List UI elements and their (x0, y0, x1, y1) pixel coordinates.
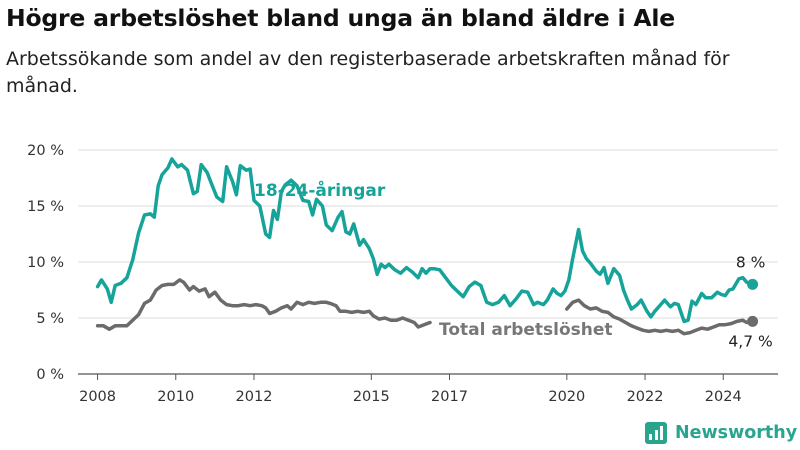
y-tick-label: 0 % (36, 367, 64, 383)
x-tick-label: 2008 (79, 389, 116, 405)
series-end-point-0 (747, 278, 759, 290)
series-line-0 (95, 157, 755, 324)
x-tick-label: 2024 (705, 389, 742, 405)
series-end-point-1 (747, 315, 759, 327)
y-tick-label: 20 % (27, 143, 64, 159)
chart-title: Högre arbetslöshet bland unga än bland ä… (6, 4, 675, 32)
y-tick-label: 5 % (36, 311, 64, 327)
x-tick-label: 2022 (627, 389, 664, 405)
x-tick-label: 2012 (236, 389, 273, 405)
series-label-18-24: 18-24-åringar (254, 179, 386, 201)
series-label-total: Total arbetslöshet (439, 320, 613, 340)
brand-logo: Newsworthy (645, 420, 797, 446)
x-tick-label: 2015 (353, 389, 390, 405)
x-tick-label: 2017 (431, 389, 468, 405)
end-value-label-18-24: 8 % (736, 253, 766, 271)
chart-subtitle: Arbetssökande som andel av den registerb… (6, 48, 730, 97)
y-tick-label: 10 % (27, 255, 64, 271)
brand-name: Newsworthy (675, 423, 798, 443)
y-tick-label: 15 % (27, 199, 64, 215)
x-tick-label: 2020 (548, 389, 585, 405)
newsworthy-logo-icon (645, 422, 667, 444)
end-value-label-total: 4,7 % (728, 332, 772, 350)
series-line-1-continued (565, 298, 755, 336)
x-tick-label: 2010 (157, 389, 194, 405)
series-line-1 (95, 278, 432, 331)
